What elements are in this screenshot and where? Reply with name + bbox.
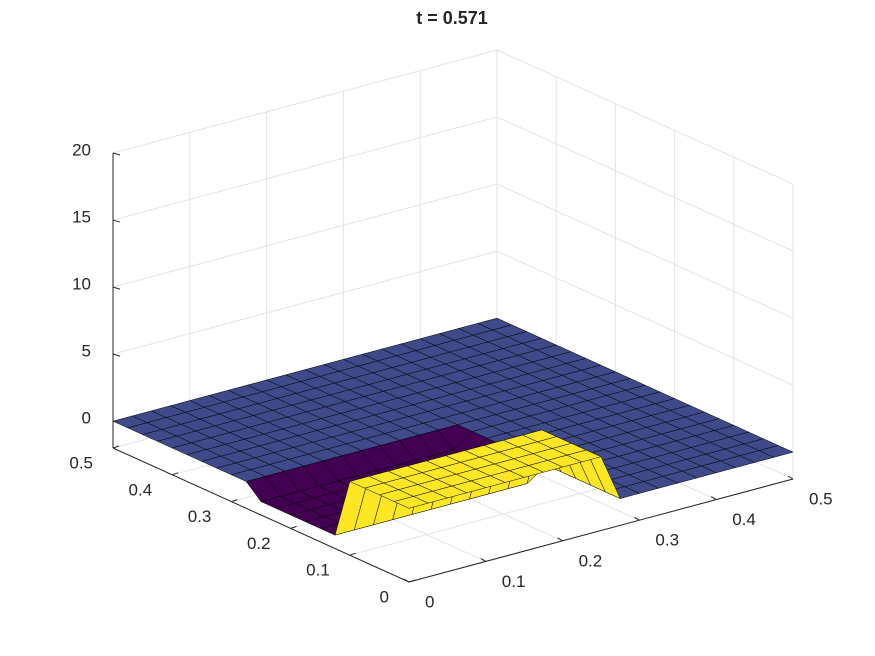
x-tick-label: 0.2 (579, 551, 603, 570)
y-tick (231, 499, 238, 503)
x-tick (557, 537, 563, 542)
x-tick (710, 496, 717, 501)
z-tick (112, 219, 121, 223)
z-tick (112, 152, 121, 156)
z-tick (112, 286, 121, 290)
y-tick (408, 579, 416, 583)
y-tick (112, 445, 120, 449)
grid-line (496, 250, 794, 386)
y-tick-label: 0.4 (129, 480, 153, 499)
z-tick-label: 20 (72, 140, 91, 159)
grid-line (112, 49, 498, 154)
y-tick (349, 552, 356, 556)
x-tick (634, 516, 640, 521)
x-tick-label: 0.3 (655, 531, 679, 550)
grid-line (496, 183, 794, 319)
y-axis (112, 447, 410, 583)
y-tick-label: 0 (380, 587, 389, 606)
x-tick-label: 0.4 (732, 510, 756, 529)
x-axis (408, 478, 794, 583)
grid-line (112, 250, 498, 355)
y-tick-label: 0.5 (69, 453, 93, 472)
y-tick (290, 525, 297, 529)
z-tick (112, 353, 121, 357)
x-tick-label: 0.5 (809, 489, 833, 508)
surface-patch (393, 496, 429, 509)
grid-line (496, 49, 794, 185)
x-tick (787, 475, 794, 480)
z-tick-label: 0 (82, 409, 91, 428)
y-tick-label: 0.1 (306, 561, 330, 580)
z-tick-label: 10 (72, 275, 91, 294)
y-tick (172, 472, 179, 476)
x-tick-label: 0.1 (502, 572, 526, 591)
z-tick-label: 5 (82, 342, 91, 361)
x-tick-label: 0 (425, 592, 434, 611)
x-tick (403, 578, 410, 583)
grid-line (112, 116, 498, 221)
grid-line (496, 116, 794, 252)
x-tick (480, 557, 487, 562)
chart-title: t = 0.571 (416, 8, 488, 28)
z-tick-label: 15 (72, 208, 91, 227)
y-tick-label: 0.3 (188, 507, 212, 526)
grid-line (112, 183, 498, 288)
y-tick-label: 0.2 (247, 534, 271, 553)
